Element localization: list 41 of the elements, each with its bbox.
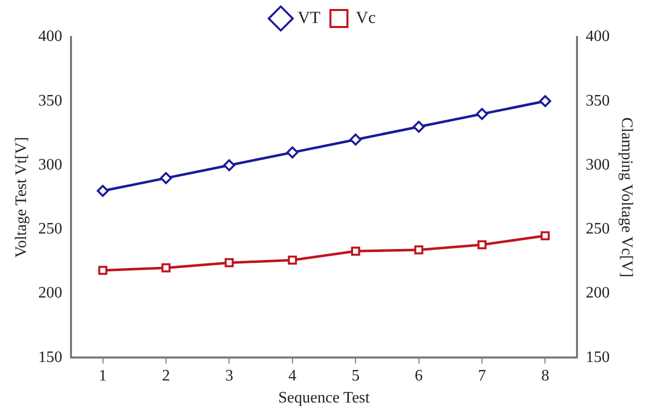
y-tick-label: 350 (38, 92, 62, 110)
y2-tick-label: 250 (586, 220, 610, 238)
y-tick-label: 300 (38, 156, 62, 174)
x-tick-label: 5 (352, 367, 360, 384)
point (160, 172, 172, 184)
point (476, 108, 488, 120)
y2-tick-label: 400 (586, 28, 610, 46)
y-tick-label: 200 (38, 284, 62, 302)
point (98, 266, 108, 275)
y-tick-label: 400 (38, 28, 62, 46)
point (539, 95, 552, 108)
y-axis-title: Voltage Test Vt[V] (12, 136, 30, 258)
x-tick-label: 6 (414, 367, 423, 384)
x-tick-label: 2 (162, 367, 170, 384)
point (540, 231, 550, 240)
y-tick-label: 150 (38, 348, 62, 366)
y2-tick-label: 350 (586, 92, 610, 110)
y2-tick-label: 200 (586, 284, 610, 302)
y2-tick-label: 300 (586, 156, 610, 174)
x-tick-label: 7 (478, 367, 486, 384)
x-axis-title: Sequence Test (278, 390, 370, 407)
y2-tick-label: 150 (586, 348, 610, 366)
point (224, 258, 234, 268)
point (414, 245, 424, 254)
legend-label: Vc (356, 8, 376, 27)
point (412, 120, 425, 133)
x-tick-label: 4 (288, 367, 296, 384)
point (161, 263, 171, 272)
x-tick-label: 8 (541, 367, 550, 384)
point (477, 240, 487, 250)
y2-axis-title: Clamping Voltage Vc[V] (618, 117, 636, 278)
point (288, 256, 297, 265)
point (350, 134, 362, 146)
point (96, 184, 109, 197)
point (223, 159, 236, 172)
legend-label: VT (298, 8, 322, 27)
point (351, 246, 360, 256)
point (286, 146, 298, 158)
y-tick-label: 250 (38, 220, 62, 238)
x-tick-label: 3 (225, 367, 234, 384)
x-tick-label: 1 (98, 367, 107, 384)
